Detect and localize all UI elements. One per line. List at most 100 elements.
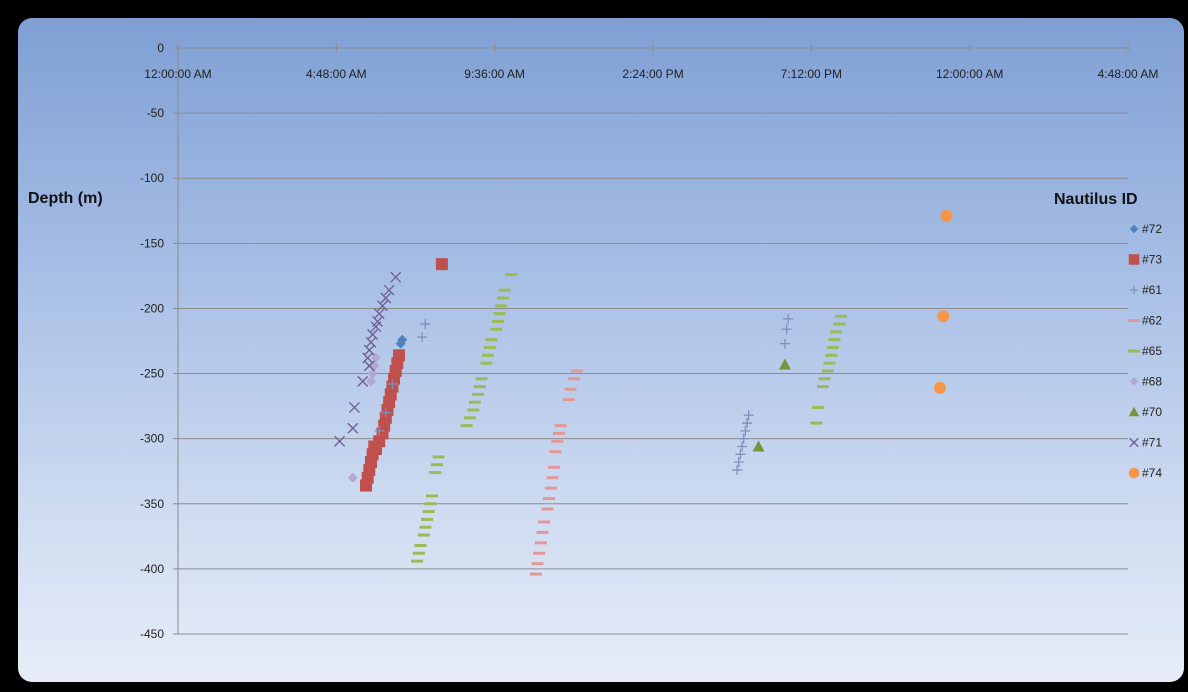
x-tick-label: 2:24:00 PM xyxy=(622,67,683,81)
data-point xyxy=(810,421,823,425)
series-65 xyxy=(411,273,848,563)
legend-item-70: #70 xyxy=(1128,405,1162,419)
data-point xyxy=(421,517,434,521)
legend-marker xyxy=(1128,406,1140,417)
x-tick-label: 9:36:00 AM xyxy=(464,67,525,81)
data-point xyxy=(430,463,443,467)
data-point xyxy=(347,422,359,434)
series-layer xyxy=(334,209,953,576)
data-point xyxy=(349,401,360,413)
data-point xyxy=(367,368,378,379)
data-point xyxy=(733,457,744,468)
y-tick-label: -150 xyxy=(140,236,164,250)
data-point xyxy=(498,288,511,292)
data-point xyxy=(811,405,824,409)
data-point xyxy=(387,378,398,389)
data-point xyxy=(937,310,950,323)
data-point xyxy=(380,292,392,304)
data-point xyxy=(483,346,496,350)
y-tick-label: -200 xyxy=(140,301,164,315)
legend-marker xyxy=(1129,285,1139,295)
data-point xyxy=(420,319,431,330)
data-point xyxy=(737,441,748,452)
data-point xyxy=(365,376,376,387)
y-tick-labels: 0 -50 -100 -150 -200 -250 -300 -350 -400 -450 xyxy=(140,41,164,641)
data-point xyxy=(468,400,481,404)
data-point xyxy=(534,541,547,545)
data-point xyxy=(740,425,751,436)
legend-marker xyxy=(1128,467,1140,479)
legend-marker xyxy=(1128,349,1140,353)
data-point xyxy=(412,551,425,555)
data-point xyxy=(821,369,834,373)
x-tick-label: 4:48:00 AM xyxy=(1098,67,1159,81)
x-tick-labels: 12:00:00 AM 4:48:00 AM 9:36:00 AM 2:24:00 P… xyxy=(144,67,1158,81)
data-point xyxy=(735,449,746,460)
legend-marker xyxy=(1129,437,1139,448)
legend: Nautilus ID #72 #73 #61 #62 #65 #68 #70 #71 #74 xyxy=(1054,191,1162,480)
legend-marker xyxy=(1128,254,1140,265)
data-point xyxy=(360,479,373,492)
data-point xyxy=(334,435,346,447)
data-point xyxy=(732,464,743,475)
data-point xyxy=(473,385,486,389)
data-point xyxy=(828,338,841,342)
legend-marker xyxy=(1129,377,1139,386)
y-axis-title: Depth (m) xyxy=(28,190,103,207)
data-point xyxy=(551,439,564,443)
x-tick-label: 7:12:00 PM xyxy=(781,67,842,81)
data-point xyxy=(562,398,575,402)
data-point xyxy=(491,319,504,323)
data-point xyxy=(475,377,488,381)
data-point xyxy=(411,559,424,563)
legend-item-71: #71 xyxy=(1129,436,1162,450)
legend-item-65: #65 xyxy=(1128,344,1162,358)
data-point xyxy=(417,332,428,343)
data-point xyxy=(818,377,831,381)
data-point xyxy=(567,377,580,381)
legend-label: #65 xyxy=(1142,344,1162,358)
series-71 xyxy=(334,271,402,447)
y-tick-label: -300 xyxy=(140,432,164,446)
data-point xyxy=(571,369,584,373)
legend-label: #74 xyxy=(1142,466,1162,480)
data-point xyxy=(835,314,848,318)
data-point xyxy=(940,209,953,222)
data-point xyxy=(564,387,577,391)
series-74 xyxy=(933,209,953,394)
data-point xyxy=(482,353,495,357)
data-point xyxy=(370,321,382,333)
legend-label: #62 xyxy=(1142,314,1162,328)
data-point xyxy=(363,360,375,372)
depth-scatter-chart: 0 -50 -100 -150 -200 -250 -300 -350 -400 -450 12:… xyxy=(28,41,1162,641)
data-point xyxy=(779,338,790,349)
x-tick-label: 12:00:00 AM xyxy=(144,67,211,81)
legend-item-61: #61 xyxy=(1129,283,1162,297)
data-point xyxy=(432,455,445,459)
data-point xyxy=(496,296,509,300)
y-tick-label: 0 xyxy=(157,41,164,55)
data-point xyxy=(816,385,829,389)
gridlines xyxy=(173,44,1129,635)
data-point xyxy=(435,258,448,271)
legend-label: #70 xyxy=(1142,405,1162,419)
data-point xyxy=(826,346,839,350)
data-point xyxy=(383,284,395,296)
data-point xyxy=(422,510,435,514)
legend-item-73: #73 xyxy=(1128,253,1162,267)
legend-label: #72 xyxy=(1142,222,1162,236)
data-point xyxy=(823,361,836,365)
data-point xyxy=(493,312,506,316)
data-point xyxy=(390,271,402,283)
x-tick-label: 4:48:00 AM xyxy=(306,67,367,81)
legend-item-62: #62 xyxy=(1128,314,1162,328)
series-70 xyxy=(752,358,791,452)
data-point xyxy=(549,450,562,454)
y-tick-label: -50 xyxy=(147,106,165,120)
data-point xyxy=(546,476,559,480)
data-point xyxy=(536,530,549,534)
data-point xyxy=(357,375,369,387)
data-point xyxy=(369,360,380,371)
series-72 xyxy=(395,334,408,349)
data-point xyxy=(738,433,749,444)
